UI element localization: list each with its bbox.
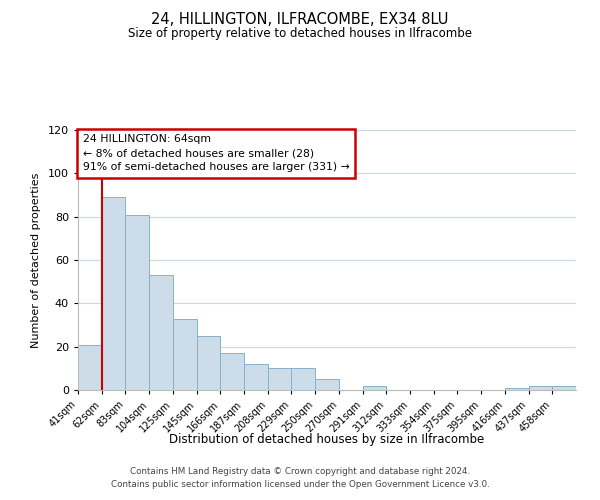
Text: Contains public sector information licensed under the Open Government Licence v3: Contains public sector information licen…	[110, 480, 490, 489]
Bar	[220, 353, 244, 390]
Bar	[102, 197, 125, 390]
Bar	[362, 386, 386, 390]
Bar	[529, 386, 552, 390]
Bar	[292, 368, 315, 390]
Bar	[149, 275, 173, 390]
Bar	[268, 368, 292, 390]
Bar	[173, 318, 197, 390]
Text: Distribution of detached houses by size in Ilfracombe: Distribution of detached houses by size …	[169, 432, 485, 446]
Bar	[552, 386, 576, 390]
Text: 24 HILLINGTON: 64sqm
← 8% of detached houses are smaller (28)
91% of semi-detach: 24 HILLINGTON: 64sqm ← 8% of detached ho…	[83, 134, 349, 172]
Y-axis label: Number of detached properties: Number of detached properties	[31, 172, 41, 348]
Text: Size of property relative to detached houses in Ilfracombe: Size of property relative to detached ho…	[128, 28, 472, 40]
Bar	[505, 388, 529, 390]
Text: Contains HM Land Registry data © Crown copyright and database right 2024.: Contains HM Land Registry data © Crown c…	[130, 467, 470, 476]
Bar	[197, 336, 220, 390]
Bar	[315, 379, 339, 390]
Bar	[244, 364, 268, 390]
Bar	[78, 344, 102, 390]
Bar	[125, 214, 149, 390]
Text: 24, HILLINGTON, ILFRACOMBE, EX34 8LU: 24, HILLINGTON, ILFRACOMBE, EX34 8LU	[151, 12, 449, 28]
